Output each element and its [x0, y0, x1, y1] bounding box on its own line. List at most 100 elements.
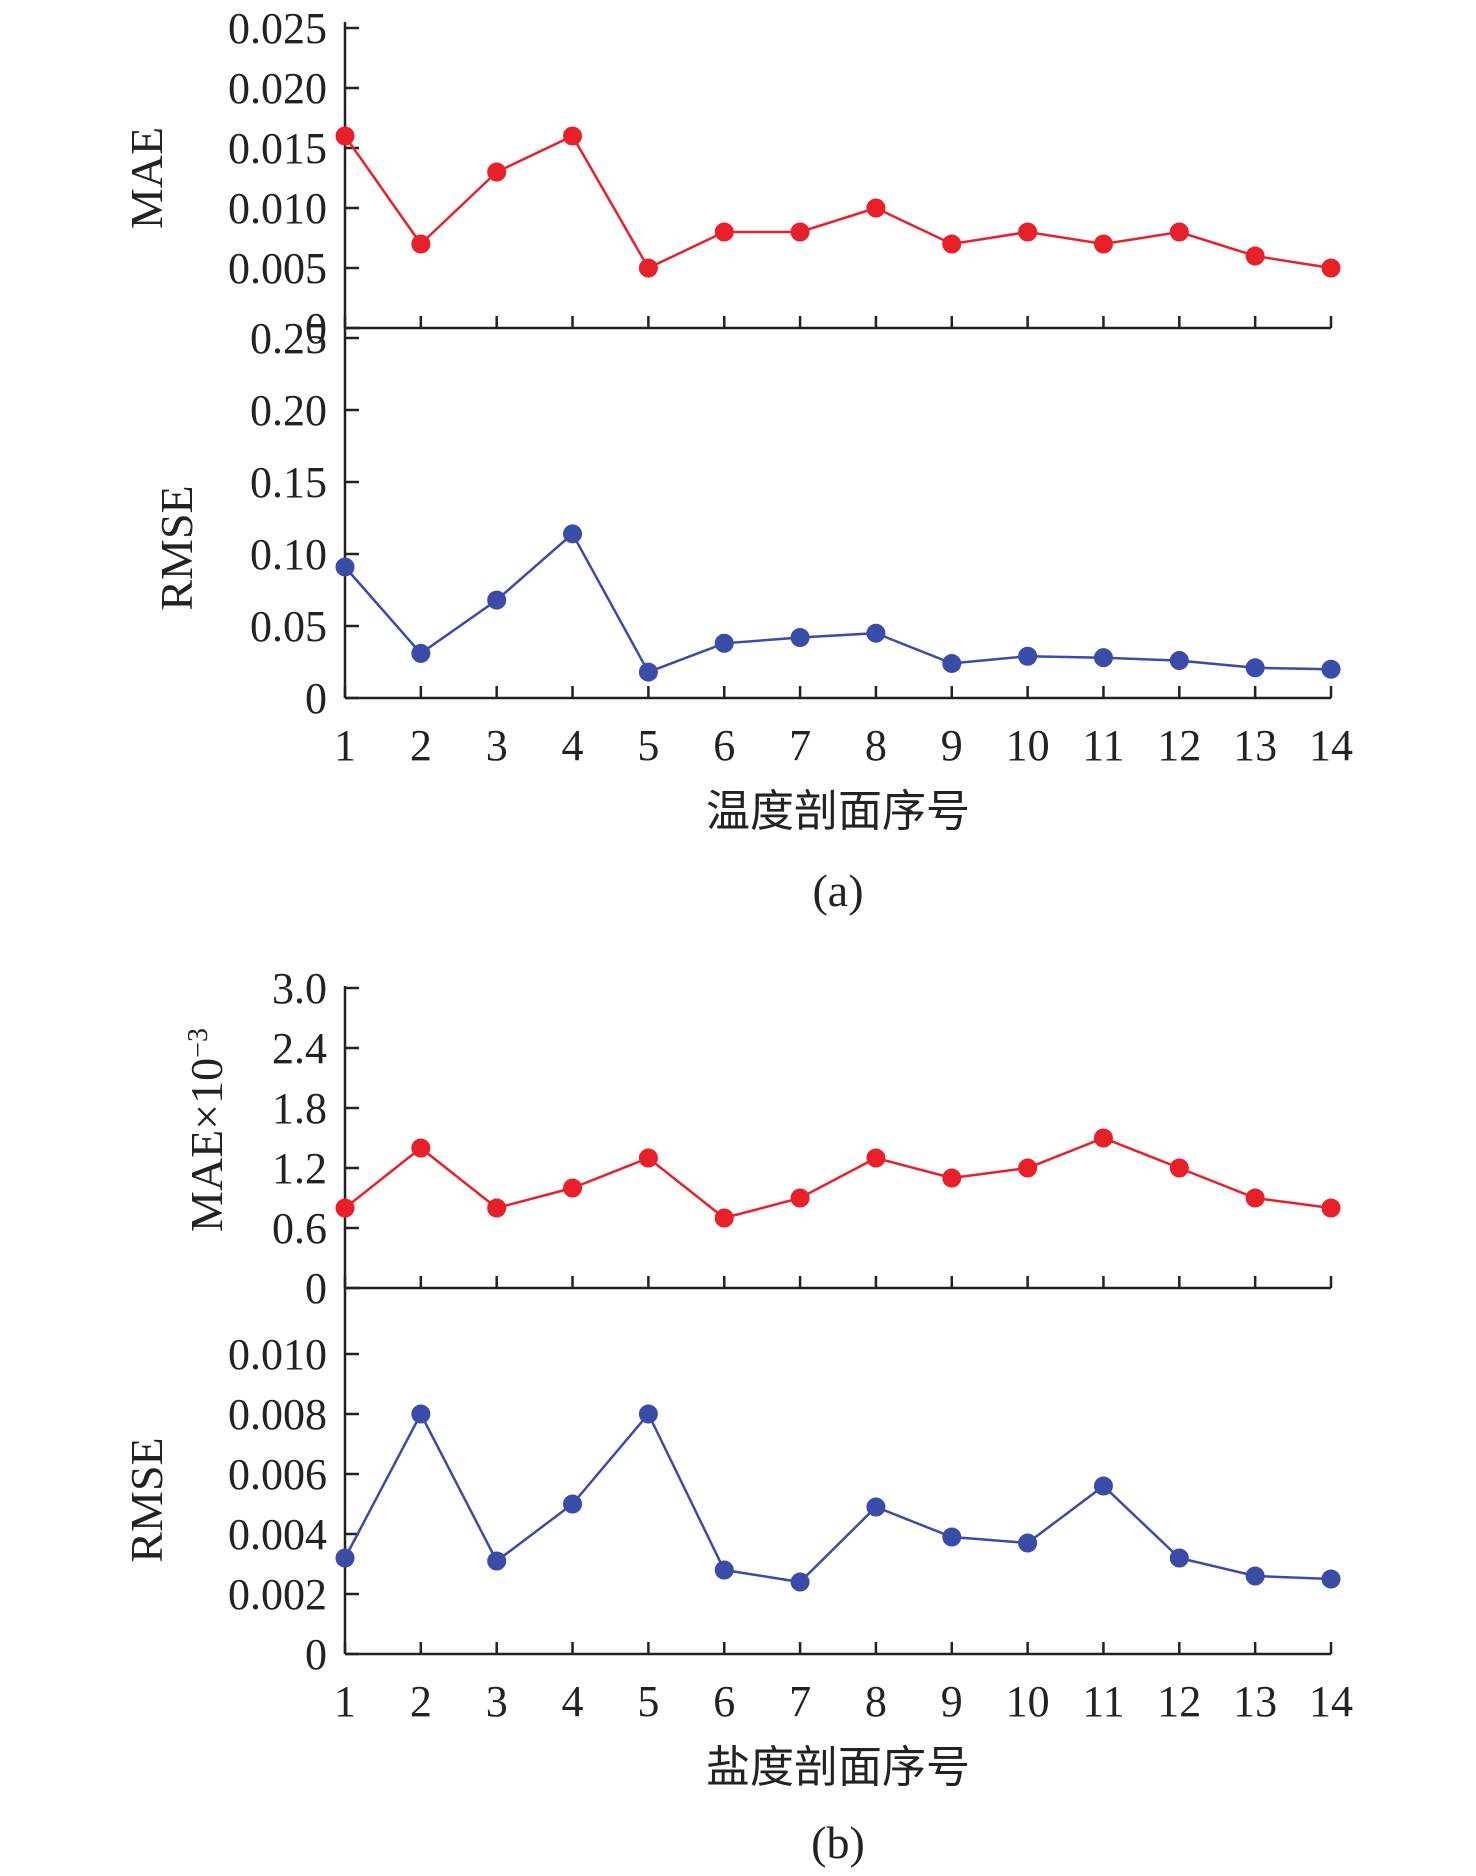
x-ticks	[343, 316, 1333, 328]
data-point-13	[1245, 658, 1265, 678]
data-point-10	[1018, 1533, 1038, 1553]
subplot-a-rmse: 0 0.05 0.10 0.15 0.20 0.25 RMSE	[151, 314, 1341, 723]
data-point-3	[487, 590, 507, 610]
y-tick-label: 0.05	[250, 602, 327, 651]
y-tick-label: 0.25	[250, 314, 327, 363]
data-point-8	[866, 1497, 886, 1517]
x-ticks	[343, 1276, 1333, 1288]
data-point-3	[487, 162, 507, 182]
series-points-mae	[335, 1128, 1341, 1228]
data-point-5	[638, 662, 658, 682]
y-tick-label: 0.20	[250, 386, 327, 435]
y-axis-title: MAE	[121, 127, 172, 229]
y-tick-label: 2.4	[272, 1024, 327, 1073]
data-point-9	[942, 653, 962, 673]
data-point-8	[866, 198, 886, 218]
data-point-4	[563, 126, 583, 146]
x-tick-label: 12	[1157, 1677, 1201, 1726]
data-point-12	[1169, 1158, 1189, 1178]
data-point-6	[714, 633, 734, 653]
x-tick-label: 11	[1082, 721, 1124, 770]
data-point-5	[638, 258, 658, 278]
x-tick-label: 6	[713, 1677, 735, 1726]
x-ticks	[343, 686, 1333, 698]
x-axis-title: 盐度剖面序号	[706, 1742, 970, 1793]
y-tick-label: 3.0	[272, 964, 327, 1013]
series-line-rmse	[344, 531, 1332, 674]
data-point-11	[1093, 234, 1113, 254]
x-tick-label: 13	[1233, 1677, 1277, 1726]
x-tick-label: 3	[486, 1677, 508, 1726]
data-point-12	[1169, 1548, 1189, 1568]
x-tick-label: 10	[1006, 1677, 1050, 1726]
x-tick-label: 4	[562, 1677, 584, 1726]
data-point-11	[1093, 1476, 1113, 1496]
data-point-9	[942, 1168, 962, 1188]
data-point-13	[1245, 1566, 1265, 1586]
x-tick-label: 8	[865, 721, 887, 770]
y-tick-label: 0.004	[228, 1510, 327, 1559]
data-point-10	[1018, 222, 1038, 242]
series-line-mae	[344, 1136, 1332, 1220]
data-point-1	[335, 557, 355, 577]
data-point-13	[1245, 246, 1265, 266]
data-point-9	[942, 234, 962, 254]
y-ticks: 0 0.05 0.10 0.15 0.20 0.25	[250, 314, 359, 723]
y-axis-title-exponent: −3	[183, 1028, 214, 1058]
data-point-6	[714, 1560, 734, 1580]
series-points-rmse	[335, 1404, 1341, 1592]
x-tick-label: 2	[410, 721, 432, 770]
data-point-12	[1169, 651, 1189, 671]
data-point-10	[1018, 646, 1038, 666]
x-tick-label: 9	[941, 721, 963, 770]
data-point-10	[1018, 1158, 1038, 1178]
data-point-4	[563, 524, 583, 544]
y-tick-label: 0.6	[272, 1204, 327, 1253]
series-points-rmse	[335, 524, 1341, 682]
data-point-7	[790, 1572, 810, 1592]
y-ticks: 0 0.005 0.010 0.015 0.020 0.025	[228, 4, 359, 353]
x-tick-label: 3	[486, 721, 508, 770]
panel-b: 0 0.6 1.2 1.8 2.4 3.0 MAE×10−3 0 0.002 0.004 0.0…	[121, 964, 1353, 1868]
data-point-5	[638, 1148, 658, 1168]
x-tick-labels: 1 2 3 4 5 6 7 8 9 10 11 12 13 14	[334, 1677, 1353, 1726]
x-axis-title: 温度剖面序号	[706, 786, 970, 837]
subplot-a-mae: 0 0.005 0.010 0.015 0.020 0.025 MAE	[121, 4, 1341, 353]
y-tick-label: 0	[305, 674, 327, 723]
data-point-3	[487, 1198, 507, 1218]
data-point-2	[411, 1404, 431, 1424]
panel-caption: (a)	[812, 865, 863, 916]
y-tick-label: 0	[305, 304, 327, 353]
data-point-8	[866, 1148, 886, 1168]
data-point-13	[1245, 1188, 1265, 1208]
series-points-mae	[335, 126, 1341, 278]
data-point-8	[866, 623, 886, 643]
y-tick-label: 0	[305, 1630, 327, 1679]
data-point-14	[1321, 659, 1341, 679]
x-tick-label: 13	[1233, 721, 1277, 770]
y-tick-label: 0.10	[250, 530, 327, 579]
data-point-7	[790, 628, 810, 648]
y-tick-label: 1.2	[272, 1144, 327, 1193]
x-tick-label: 14	[1309, 721, 1353, 770]
y-axis-title: RMSE	[151, 485, 202, 610]
data-point-7	[790, 222, 810, 242]
data-point-2	[411, 1138, 431, 1158]
x-tick-label: 1	[334, 721, 356, 770]
panel-a: 0 0.005 0.010 0.015 0.020 0.025 MAE 0 0.05 0.10…	[121, 4, 1353, 916]
data-point-7	[790, 1188, 810, 1208]
y-ticks: 0 0.6 1.2 1.8 2.4 3.0	[272, 964, 359, 1313]
x-tick-label: 2	[410, 1677, 432, 1726]
y-tick-label: 0.010	[228, 184, 327, 233]
y-axis-title: RMSE	[121, 1437, 172, 1562]
y-tick-label: 0	[305, 1264, 327, 1313]
x-tick-label: 12	[1157, 721, 1201, 770]
data-point-14	[1321, 1198, 1341, 1218]
x-tick-label: 14	[1309, 1677, 1353, 1726]
data-point-3	[487, 1551, 507, 1571]
x-tick-label: 4	[562, 721, 584, 770]
data-point-4	[563, 1494, 583, 1514]
x-tick-label: 11	[1082, 1677, 1124, 1726]
data-point-4	[563, 1178, 583, 1198]
